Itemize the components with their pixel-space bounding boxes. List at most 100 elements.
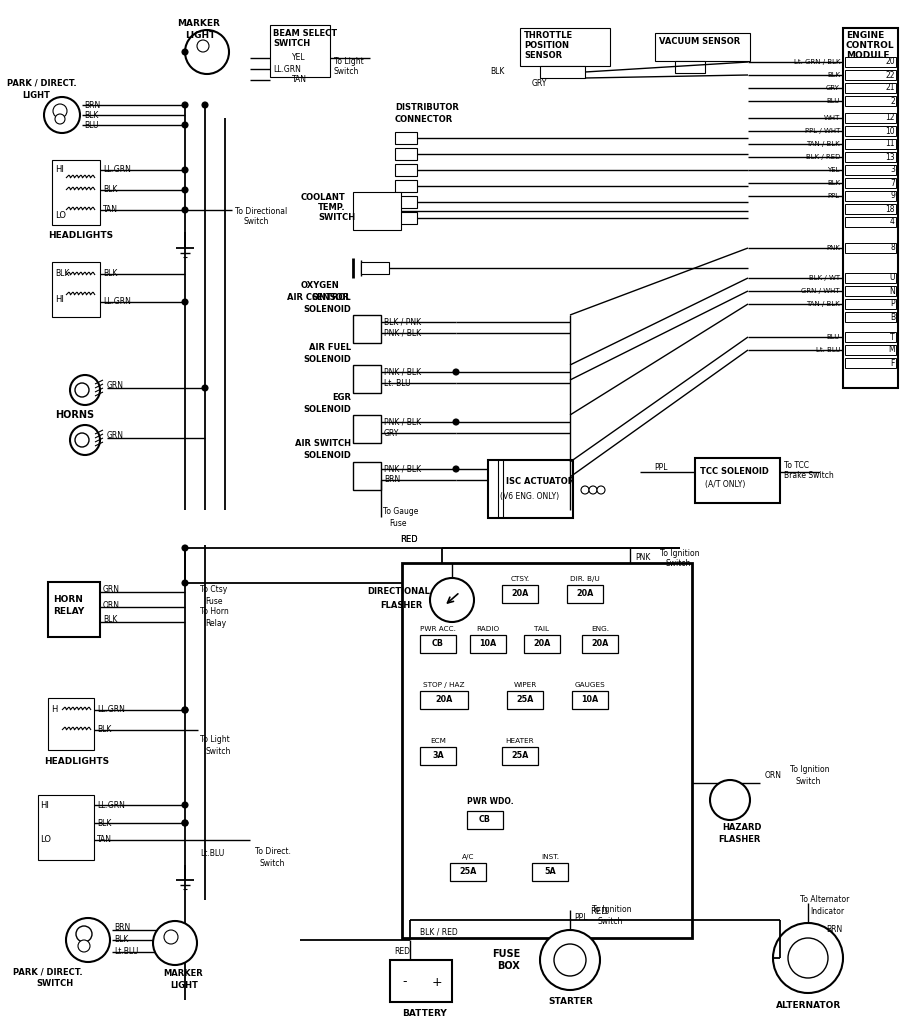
Text: H: H [51, 706, 57, 715]
Bar [845, 299, 896, 309]
Circle shape [710, 780, 750, 820]
Text: PPL: PPL [828, 193, 840, 199]
Text: BLK: BLK [827, 72, 840, 78]
Text: 10A: 10A [479, 640, 496, 648]
Text: HORN: HORN [53, 596, 83, 604]
Bar [270, 25, 330, 77]
Text: ORN: ORN [765, 771, 782, 780]
Bar [353, 462, 381, 490]
Text: PNK / BLK: PNK / BLK [384, 368, 421, 377]
Text: HORNS: HORNS [55, 410, 94, 420]
Text: GRY: GRY [532, 80, 548, 88]
Bar [390, 961, 452, 1002]
Text: 4: 4 [890, 217, 895, 226]
Text: (V6 ENG. ONLY): (V6 ENG. ONLY) [500, 492, 559, 501]
Circle shape [53, 104, 67, 118]
Circle shape [182, 545, 188, 551]
Circle shape [773, 923, 843, 993]
Text: BLK: BLK [103, 185, 118, 195]
Circle shape [185, 30, 229, 74]
Text: PNK / BLK: PNK / BLK [384, 418, 421, 427]
Text: PNK: PNK [826, 245, 840, 251]
Bar [675, 61, 705, 73]
Circle shape [182, 187, 188, 193]
Text: BLK / RED: BLK / RED [420, 928, 457, 937]
Bar [395, 180, 417, 193]
Text: LL.GRN: LL.GRN [97, 801, 125, 810]
Text: BRN: BRN [826, 926, 843, 935]
Text: CTSY.: CTSY. [510, 575, 529, 582]
Text: 3: 3 [890, 166, 895, 174]
Text: THROTTLE: THROTTLE [524, 32, 573, 41]
Circle shape [182, 102, 188, 108]
Bar [843, 28, 898, 388]
Text: ECM: ECM [430, 738, 446, 744]
Text: LL.GRN: LL.GRN [97, 706, 125, 715]
Text: TAN: TAN [97, 836, 112, 845]
Text: Lt. BLU: Lt. BLU [384, 379, 411, 387]
Text: 20A: 20A [511, 590, 528, 598]
Text: RADIO: RADIO [476, 626, 499, 632]
Text: 22: 22 [885, 71, 895, 80]
Text: TAN / BLK: TAN / BLK [806, 301, 840, 307]
Circle shape [153, 921, 197, 965]
Bar [845, 139, 896, 150]
Circle shape [76, 926, 92, 942]
Text: FLASHER: FLASHER [380, 600, 423, 609]
Text: SENSOR: SENSOR [524, 51, 562, 60]
Circle shape [66, 918, 110, 962]
Text: 12: 12 [885, 114, 895, 123]
Bar [572, 691, 608, 709]
Text: STARTER: STARTER [548, 997, 593, 1007]
Text: SOLENOID: SOLENOID [303, 404, 351, 414]
Text: -: - [402, 976, 406, 988]
Circle shape [453, 419, 459, 425]
Text: +: + [432, 976, 443, 988]
Text: BLK: BLK [97, 725, 111, 734]
Text: CB: CB [432, 640, 444, 648]
Bar [353, 315, 381, 343]
Text: 7: 7 [890, 178, 895, 187]
Text: POSITION: POSITION [524, 42, 569, 50]
Text: GAUGES: GAUGES [575, 682, 606, 688]
Bar [420, 691, 468, 709]
Text: PARK / DIRECT.: PARK / DIRECT. [7, 79, 77, 87]
Text: Switch: Switch [795, 776, 821, 785]
Text: FUSE: FUSE [492, 949, 520, 959]
Circle shape [182, 707, 188, 713]
Text: 20A: 20A [591, 640, 609, 648]
Text: TAIL: TAIL [535, 626, 549, 632]
Bar [467, 811, 503, 829]
Text: 18: 18 [885, 205, 895, 213]
Text: CONNECTOR: CONNECTOR [395, 116, 454, 125]
Text: LO: LO [40, 836, 51, 845]
Text: N: N [889, 287, 895, 296]
Text: To Ignition: To Ignition [660, 549, 700, 557]
Bar [845, 165, 896, 175]
Bar [507, 691, 543, 709]
Text: F: F [891, 358, 895, 368]
Bar [845, 345, 896, 355]
Text: RED: RED [400, 536, 417, 545]
Text: BLK: BLK [84, 111, 98, 120]
Text: HEADLIGHTS: HEADLIGHTS [44, 758, 109, 767]
Text: GRY: GRY [384, 428, 399, 437]
Text: HI: HI [55, 166, 64, 174]
Text: BRN: BRN [84, 100, 100, 110]
Text: DISTRIBUTOR: DISTRIBUTOR [395, 103, 459, 113]
Circle shape [182, 802, 188, 808]
Bar [845, 83, 896, 93]
Text: To Direct.: To Direct. [255, 847, 291, 855]
Circle shape [453, 466, 459, 472]
Bar [695, 458, 780, 503]
Text: PARK / DIRECT.: PARK / DIRECT. [13, 968, 83, 977]
Text: 2: 2 [890, 96, 895, 105]
Circle shape [453, 369, 459, 375]
Circle shape [597, 486, 605, 494]
Circle shape [164, 930, 178, 944]
Bar [395, 164, 417, 176]
Text: PWR WDO.: PWR WDO. [467, 797, 514, 806]
Text: To Alternator: To Alternator [800, 896, 849, 904]
Bar [532, 863, 568, 881]
Bar [48, 582, 100, 637]
